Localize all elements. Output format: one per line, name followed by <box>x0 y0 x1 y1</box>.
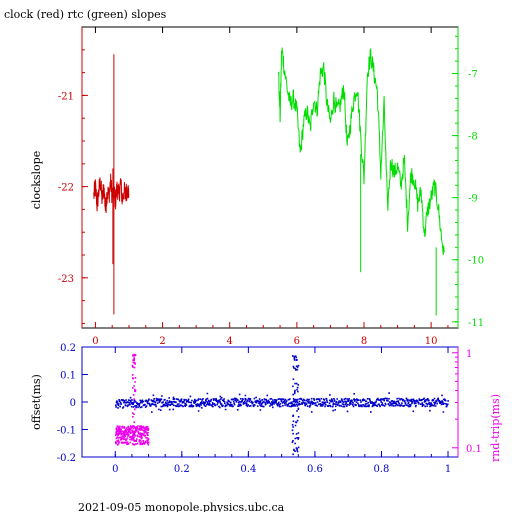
bottom-left-y-tick-label: 0 <box>70 398 76 409</box>
bottom-x-tick-label: 0.2 <box>174 464 190 475</box>
top-left-y-tick-label: -21 <box>58 91 74 102</box>
top-right-y-tick-label: -7 <box>468 70 478 81</box>
top-left-y-tick-label: -23 <box>58 274 74 285</box>
bottom-left-y-tick-label: -0.1 <box>57 426 76 437</box>
green-series-line <box>277 47 445 255</box>
top-left-y-ticks: -21 -22 -23 <box>58 49 88 324</box>
top-x-tick-label: 10 <box>425 336 438 347</box>
top-x-tick-label: 6 <box>294 336 300 347</box>
magenta-roundtrip-points <box>115 353 150 446</box>
bottom-panel: 0 0.2 0.4 0.6 0.8 1 0.20.10-0.1-0.2 10.1 offs… <box>30 343 502 475</box>
top-right-y-tick-label: -10 <box>468 256 484 267</box>
bottom-x-tick-label: 0.8 <box>374 464 390 475</box>
top-x-tick-label: 2 <box>159 336 165 347</box>
top-series <box>93 47 445 316</box>
bottom-left-y-tick-label: 0.1 <box>60 371 76 382</box>
top-x-tick-label: 0 <box>92 336 98 347</box>
bottom-left-y-axis-label: offset(ms) <box>30 374 43 430</box>
bottom-left-y-tick-label: -0.2 <box>57 453 76 464</box>
bottom-x-tick-label: 0 <box>112 464 118 475</box>
bottom-right-y-tick-label: 0.1 <box>466 444 482 455</box>
top-y-axis-label: clockslope <box>30 151 43 209</box>
blue-offset-spike <box>291 355 300 456</box>
top-x-tick-label: 4 <box>227 336 233 347</box>
blue-offset-points <box>115 392 449 413</box>
bottom-series <box>115 353 449 456</box>
bottom-x-tick-label: 0.4 <box>240 464 256 475</box>
top-left-y-tick-label: -22 <box>58 183 74 194</box>
top-panel: 0 2 4 6 8 10 -21 -22 -23 -7 -8 -9 -10 -11 clockslop… <box>30 26 484 347</box>
top-right-y-tick-label: -8 <box>468 132 478 143</box>
top-x-ticks: 0 2 4 6 8 10 <box>92 27 449 347</box>
top-right-y-tick-label: -9 <box>468 194 478 205</box>
top-right-y-tick-label: -11 <box>468 318 484 329</box>
footer-text: 2021-09-05 monopole.physics.ubc.ca <box>78 501 285 512</box>
bottom-right-y-ticks: 10.1 <box>452 349 482 455</box>
top-x-tick-label: 8 <box>361 336 367 347</box>
bottom-right-y-tick-label: 1 <box>466 349 472 360</box>
chart-title: clock (red) rtc (green) slopes <box>4 8 167 21</box>
bottom-x-tick-label: 0.6 <box>307 464 323 475</box>
bottom-left-y-tick-label: 0.2 <box>60 343 76 354</box>
red-series-line <box>93 173 130 214</box>
bottom-x-tick-label: 1 <box>445 464 451 475</box>
top-right-y-ticks: -7 -8 -9 -10 -11 <box>452 35 484 329</box>
bottom-left-y-ticks: 0.2 0.1 0 -0.1 -0.2 <box>57 343 88 464</box>
bottom-x-ticks: 0 0.2 0.4 0.6 0.8 1 <box>112 347 451 475</box>
bottom-right-y-axis-label: rnd-trip(ms) <box>489 394 502 462</box>
